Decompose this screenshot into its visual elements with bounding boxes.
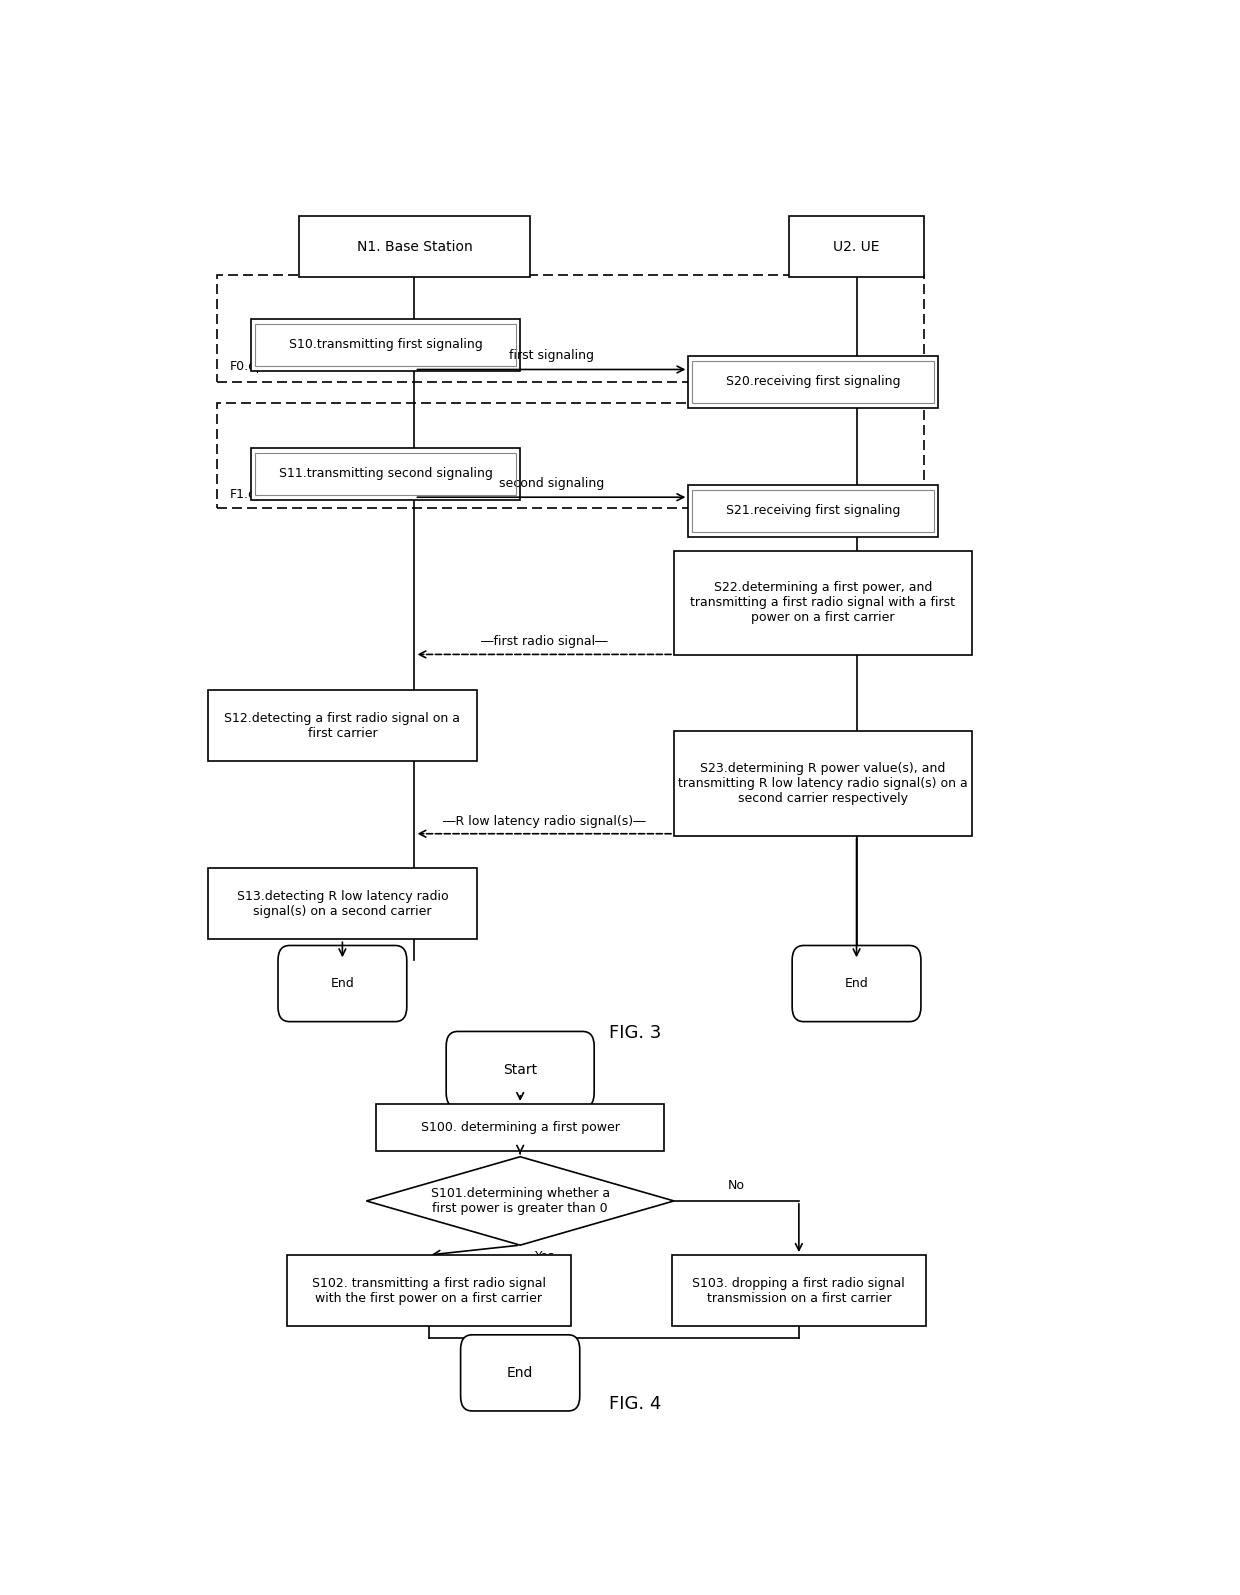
- Text: F0.optional: F0.optional: [229, 360, 300, 373]
- Bar: [288, 1255, 570, 1325]
- Text: S21.receiving first signaling: S21.receiving first signaling: [727, 504, 900, 517]
- Text: second signaling: second signaling: [498, 477, 604, 490]
- Text: S13.detecting R low latency radio
signal(s) on a second carrier: S13.detecting R low latency radio signal…: [237, 890, 448, 917]
- Text: Yes: Yes: [534, 1250, 554, 1263]
- Text: S102. transmitting a first radio signal
with the first power on a first carrier: S102. transmitting a first radio signal …: [312, 1276, 546, 1305]
- FancyBboxPatch shape: [792, 946, 921, 1022]
- Text: FIG. 3: FIG. 3: [609, 1024, 662, 1042]
- Text: S20.receiving first signaling: S20.receiving first signaling: [727, 375, 900, 388]
- Bar: [675, 550, 972, 656]
- Bar: [299, 215, 529, 278]
- Text: S23.determining R power value(s), and
transmitting R low latency radio signal(s): S23.determining R power value(s), and tr…: [678, 762, 967, 805]
- Text: U2. UE: U2. UE: [833, 239, 880, 254]
- Bar: [789, 215, 924, 278]
- Bar: [376, 1104, 665, 1150]
- Text: F1.optional: F1.optional: [229, 488, 300, 501]
- Bar: [208, 868, 477, 939]
- Text: S22.determining a first power, and
transmitting a first radio signal with a firs: S22.determining a first power, and trans…: [691, 581, 955, 624]
- Bar: [692, 360, 935, 402]
- Text: first signaling: first signaling: [508, 349, 594, 362]
- Text: No: No: [728, 1179, 745, 1193]
- Polygon shape: [367, 1156, 675, 1246]
- Bar: [688, 485, 939, 536]
- Bar: [250, 319, 521, 370]
- Text: S101.determining whether a
first power is greater than 0: S101.determining whether a first power i…: [430, 1187, 610, 1215]
- Bar: [675, 731, 972, 836]
- Text: S103. dropping a first radio signal
transmission on a first carrier: S103. dropping a first radio signal tran…: [692, 1276, 905, 1305]
- Text: End: End: [507, 1365, 533, 1380]
- Text: End: End: [844, 978, 868, 990]
- Text: N1. Base Station: N1. Base Station: [357, 239, 472, 254]
- Bar: [672, 1255, 926, 1325]
- Text: S11.transmitting second signaling: S11.transmitting second signaling: [279, 467, 492, 480]
- Text: S100. determining a first power: S100. determining a first power: [420, 1121, 620, 1134]
- Text: S10.transmitting first signaling: S10.transmitting first signaling: [289, 338, 482, 351]
- FancyBboxPatch shape: [460, 1335, 580, 1412]
- Bar: [208, 691, 477, 761]
- Text: ―first radio signal―: ―first radio signal―: [481, 635, 608, 648]
- FancyBboxPatch shape: [278, 946, 407, 1022]
- Text: ―R low latency radio signal(s)―: ―R low latency radio signal(s)―: [443, 815, 646, 828]
- Bar: [255, 324, 516, 365]
- Bar: [250, 448, 521, 499]
- Text: Start: Start: [503, 1062, 537, 1077]
- Text: FIG. 4: FIG. 4: [609, 1396, 662, 1413]
- FancyBboxPatch shape: [446, 1032, 594, 1107]
- Text: End: End: [331, 978, 355, 990]
- Bar: [255, 453, 516, 494]
- Text: S12.detecting a first radio signal on a
first carrier: S12.detecting a first radio signal on a …: [224, 711, 460, 740]
- Bar: [688, 356, 939, 408]
- Bar: [692, 490, 935, 531]
